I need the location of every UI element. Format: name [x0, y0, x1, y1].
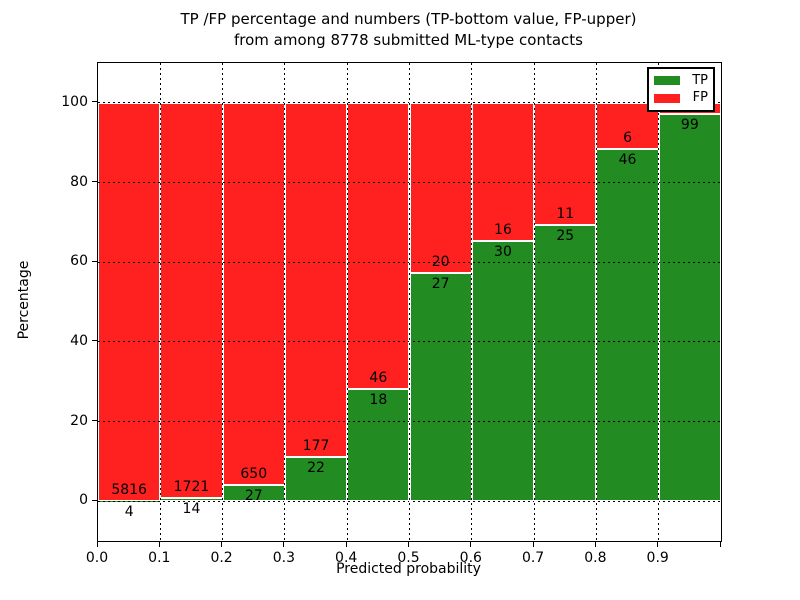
bar-segment-fp	[98, 102, 161, 501]
x-tick-label: 0.2	[210, 550, 233, 566]
legend: TP FP	[647, 67, 715, 112]
x-tick-label: 0.8	[584, 550, 607, 566]
y-tick-mark	[92, 181, 97, 182]
x-tick-mark	[532, 542, 534, 547]
fp-count-label: 5816	[111, 481, 147, 498]
fp-count-label: 6	[623, 129, 632, 146]
y-axis-label: Percentage	[16, 260, 32, 340]
y-tick-label: 40	[70, 332, 88, 349]
bar-segment-fp	[471, 102, 535, 242]
fp-swatch-icon	[654, 93, 680, 103]
v-gridline	[471, 63, 473, 541]
chart-title-line1: TP /FP percentage and numbers (TP-bottom…	[180, 10, 637, 28]
y-tick-label: 20	[70, 412, 88, 429]
y-tick-label: 80	[70, 173, 88, 190]
bar-segment-tp	[160, 497, 223, 502]
v-gridline	[159, 63, 161, 541]
x-tick-mark	[96, 542, 98, 547]
x-tick-mark	[594, 542, 596, 547]
chart-title: TP /FP percentage and numbers (TP-bottom…	[0, 9, 800, 51]
x-axis-label: Predicted probability	[336, 561, 481, 577]
fp-count-label: 46	[369, 370, 388, 387]
y-tick-label: 100	[61, 93, 88, 110]
fp-count-label: 11	[556, 205, 575, 222]
legend-label-fp: FP	[692, 90, 708, 106]
x-tick-label: 0.0	[85, 550, 109, 566]
bar-segment-tp	[347, 389, 410, 502]
tp-count-label: 27	[244, 488, 263, 505]
x-tick-mark	[470, 542, 472, 547]
v-gridline	[222, 63, 224, 541]
tp-count-label: 22	[307, 459, 325, 476]
x-tick-label: 0.6	[459, 550, 482, 566]
y-tick-mark	[92, 340, 97, 342]
v-gridline	[595, 63, 597, 541]
legend-item-tp: TP	[654, 72, 708, 88]
x-tick-mark	[408, 542, 409, 547]
bar-segment-fp	[222, 102, 285, 486]
v-gridline	[409, 63, 410, 541]
bar-segment-tp	[222, 485, 285, 502]
legend-label-tp: TP	[692, 72, 708, 88]
y-tick-mark	[92, 101, 97, 103]
x-tick-label: 0.4	[335, 550, 358, 566]
tp-count-label: 14	[182, 500, 201, 517]
tp-count-label: 46	[618, 151, 637, 168]
x-tick-label: 0.3	[272, 550, 296, 566]
tp-count-label: 25	[556, 227, 575, 244]
bar-segment-tp	[284, 456, 348, 502]
bar-segment-fp	[347, 102, 410, 390]
bar-segment-tp	[409, 272, 472, 502]
y-tick-mark	[92, 420, 97, 421]
x-tick-mark	[158, 542, 160, 547]
v-gridline	[533, 63, 535, 541]
y-tick-mark	[92, 499, 97, 501]
y-tick-label: 60	[70, 253, 88, 270]
y-tick-mark	[92, 260, 97, 262]
x-tick-label: 0.9	[646, 550, 669, 566]
tp-count-label: 30	[494, 244, 512, 261]
x-tick-label: 0.7	[521, 550, 545, 566]
fp-count-label: 16	[494, 222, 512, 239]
v-gridline	[284, 63, 286, 541]
x-tick-mark	[657, 542, 659, 547]
bar-segment-fp	[160, 102, 223, 498]
bar-segment-tp	[596, 148, 659, 502]
bar-segment-fp	[534, 102, 597, 225]
x-tick-mark	[345, 542, 347, 547]
x-tick-label: 0.1	[148, 550, 171, 566]
legend-item-fp: FP	[654, 91, 708, 105]
fp-count-label: 20	[431, 253, 450, 270]
bar-segment-tp	[658, 114, 721, 502]
bar-segment-tp	[471, 241, 535, 502]
tp-count-label: 18	[369, 392, 388, 409]
tp-count-label: 4	[124, 503, 134, 520]
tp-count-label: 99	[680, 117, 699, 134]
tp-swatch-icon	[654, 76, 680, 86]
chart-title-line2: from among 8778 submitted ML-type contac…	[234, 31, 583, 49]
fp-count-label: 1721	[173, 478, 210, 495]
bar-segment-fp	[284, 102, 348, 457]
plot-area: 5816 4 1721 14 650 27 177 22 46 18 20 27 16 30 11 25 6 46…	[97, 62, 722, 542]
bar-segment-tp	[534, 224, 597, 502]
fp-count-label: 650	[240, 466, 268, 483]
x-tick-label: 0.5	[397, 550, 420, 566]
fp-count-label: 177	[302, 437, 330, 454]
v-gridline	[346, 63, 348, 541]
y-tick-label: 0	[79, 492, 88, 509]
v-gridline	[658, 63, 660, 541]
x-tick-mark	[221, 542, 223, 547]
x-tick-mark	[719, 542, 721, 547]
x-tick-mark	[283, 542, 285, 547]
tp-count-label: 27	[431, 275, 450, 292]
bar-segment-fp	[409, 102, 472, 273]
